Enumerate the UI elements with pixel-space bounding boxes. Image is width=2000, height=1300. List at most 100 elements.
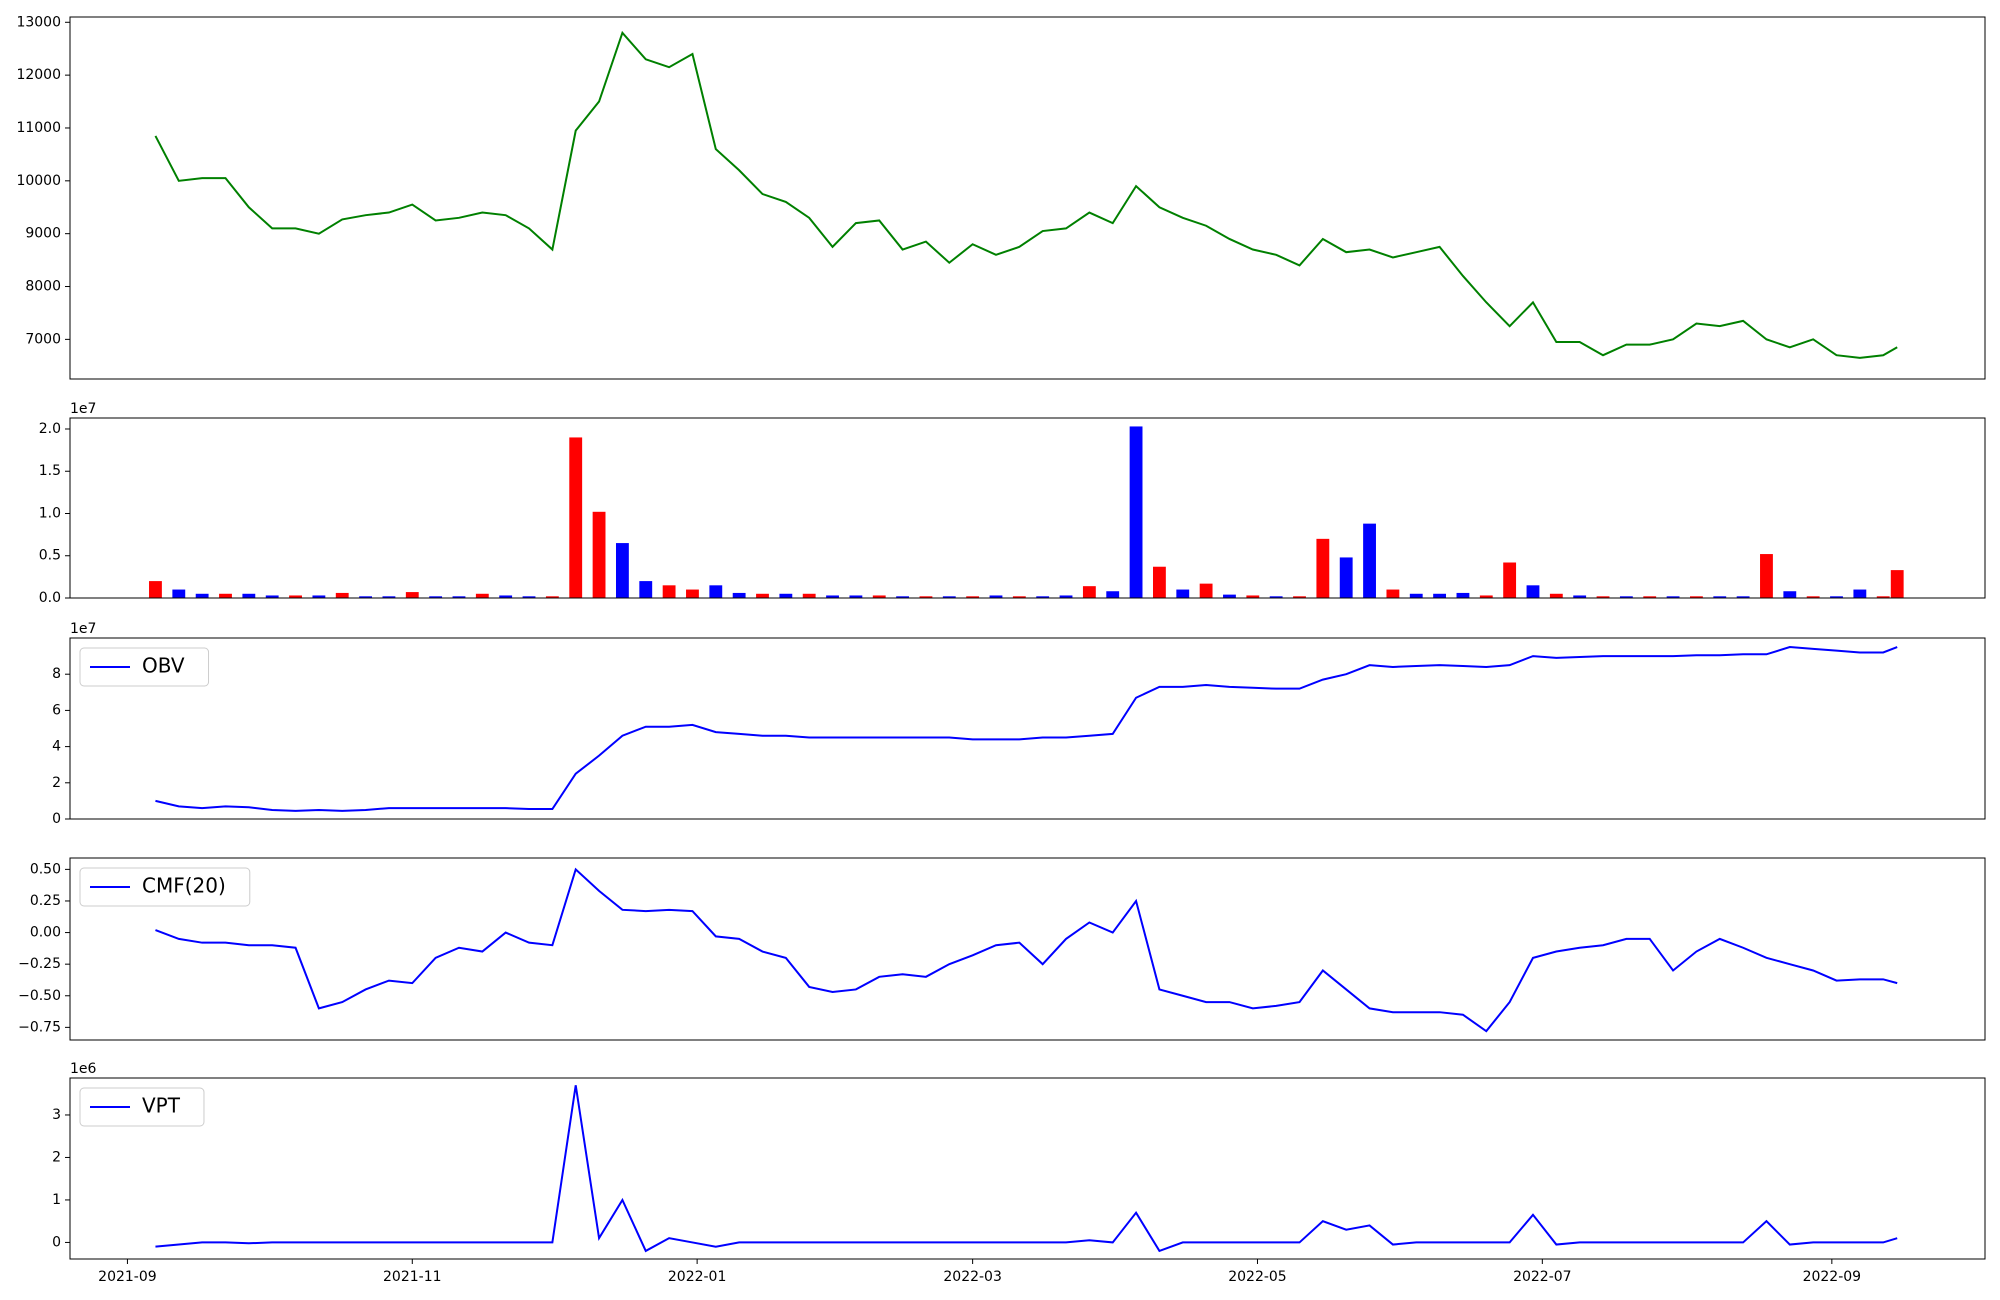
bar bbox=[1666, 596, 1680, 598]
bar bbox=[1479, 595, 1493, 598]
bar bbox=[1713, 596, 1727, 598]
bar bbox=[639, 581, 653, 598]
bar bbox=[1176, 589, 1190, 598]
legend-label: CMF(20) bbox=[142, 874, 226, 898]
bar bbox=[1830, 596, 1843, 598]
y-tick-label: 2.0 bbox=[39, 421, 61, 437]
bar bbox=[896, 596, 910, 598]
bar bbox=[265, 595, 279, 598]
legend-box bbox=[79, 647, 210, 687]
bar bbox=[1853, 589, 1867, 598]
x-tick-label: 2022-09 bbox=[1803, 1269, 1862, 1285]
bar bbox=[1806, 596, 1820, 598]
panel: 7000 8000 9000 10000 11000 12000 13000 bbox=[16, 14, 1986, 380]
bar bbox=[732, 592, 746, 598]
bar bbox=[1549, 593, 1563, 598]
bar bbox=[942, 596, 956, 598]
offset-label: 1e7 bbox=[70, 401, 96, 417]
panel: 0 1 2 3 1e6 2021-09 2021-11 2022-01 2022-03 2022-… bbox=[52, 1061, 1986, 1285]
bar bbox=[966, 596, 980, 598]
y-tick-label: 4 bbox=[52, 739, 61, 755]
bar bbox=[919, 596, 933, 598]
legend-box bbox=[79, 1087, 205, 1127]
bar bbox=[662, 585, 676, 598]
plot-frame bbox=[69, 1077, 1986, 1260]
bar bbox=[1783, 591, 1797, 598]
bar bbox=[756, 593, 769, 598]
bar bbox=[1036, 596, 1050, 598]
bar bbox=[1573, 595, 1587, 598]
legend-box bbox=[79, 867, 251, 907]
bar bbox=[849, 595, 863, 598]
bar bbox=[1386, 589, 1400, 598]
line bbox=[155, 867, 1898, 1033]
y-tick-label: 8000 bbox=[25, 279, 61, 295]
y-tick-label: 3 bbox=[52, 1107, 61, 1123]
x-tick-label: 2021-11 bbox=[383, 1269, 442, 1285]
bar bbox=[289, 595, 302, 598]
panel: 0 2 4 6 8 1e7 OBV bbox=[52, 621, 1986, 827]
bar bbox=[615, 543, 629, 598]
bar bbox=[242, 593, 256, 598]
y-tick-label: −0.25 bbox=[18, 956, 61, 972]
plot-frame bbox=[69, 637, 1986, 820]
bar bbox=[1012, 596, 1026, 598]
x-tick-label: 2022-05 bbox=[1228, 1269, 1287, 1285]
y-tick-label: 0 bbox=[52, 1234, 61, 1250]
legend-label: VPT bbox=[142, 1094, 181, 1118]
y-tick-label: 0.00 bbox=[30, 925, 61, 941]
bar bbox=[1503, 562, 1517, 598]
offset-label: 1e7 bbox=[70, 621, 96, 637]
bar bbox=[1456, 592, 1470, 598]
offset-label: 1e6 bbox=[70, 1061, 97, 1077]
bar bbox=[1152, 566, 1166, 598]
y-tick-label: 7000 bbox=[25, 331, 61, 347]
y-tick-label: 6 bbox=[52, 702, 61, 718]
bar bbox=[359, 596, 373, 598]
line bbox=[154, 30, 1898, 359]
bar bbox=[1526, 585, 1540, 598]
bar bbox=[826, 595, 839, 598]
x-tick-label: 2022-03 bbox=[943, 1269, 1002, 1285]
bar bbox=[872, 595, 886, 598]
plot-frame bbox=[69, 417, 1986, 599]
line bbox=[155, 1085, 1898, 1253]
bar bbox=[709, 585, 723, 598]
bar bbox=[1223, 594, 1236, 598]
legend-label: OBV bbox=[142, 654, 185, 678]
bar bbox=[1269, 596, 1283, 598]
x-tick-label: 2022-01 bbox=[668, 1269, 727, 1285]
bar bbox=[1890, 570, 1904, 598]
plot-frame bbox=[69, 857, 1986, 1041]
y-tick-label: 0.50 bbox=[30, 861, 61, 877]
bar bbox=[335, 592, 349, 598]
bar bbox=[1643, 596, 1657, 598]
plot-frame bbox=[69, 16, 1986, 380]
bar bbox=[499, 595, 513, 598]
panel: 0.0 0.5 1.0 1.5 2.0 1e7 bbox=[39, 401, 1986, 606]
bar bbox=[1059, 595, 1073, 598]
bar bbox=[312, 595, 326, 598]
bar bbox=[1316, 538, 1330, 598]
bar bbox=[522, 596, 536, 598]
y-tick-label: 1 bbox=[52, 1192, 61, 1208]
y-tick-label: 8 bbox=[52, 666, 61, 682]
y-tick-label: 1.5 bbox=[39, 463, 61, 479]
y-tick-label: −0.50 bbox=[18, 988, 61, 1004]
bar bbox=[405, 592, 419, 598]
bar bbox=[1246, 595, 1260, 598]
bar bbox=[1339, 557, 1353, 598]
bar bbox=[195, 593, 209, 598]
bar bbox=[219, 593, 232, 598]
bar bbox=[779, 593, 793, 598]
bar bbox=[1363, 523, 1376, 598]
y-tick-label: 11000 bbox=[16, 120, 61, 136]
bar bbox=[989, 595, 1003, 598]
bar bbox=[429, 596, 443, 598]
bar bbox=[592, 511, 606, 598]
bar bbox=[545, 596, 559, 598]
x-tick-label: 2021-09 bbox=[98, 1269, 157, 1285]
bar bbox=[1106, 591, 1120, 598]
line bbox=[155, 646, 1898, 812]
